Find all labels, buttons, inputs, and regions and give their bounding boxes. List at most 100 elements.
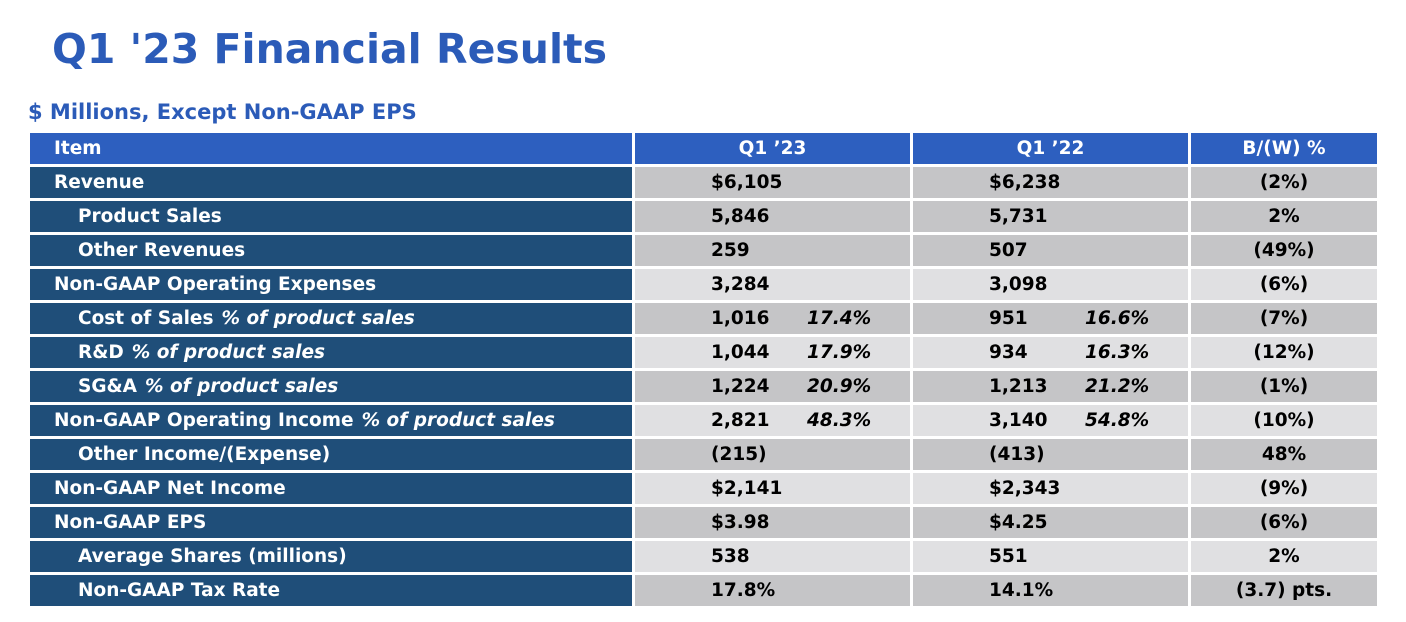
row-prior-quarter-cell: $4.25 [913,507,1188,538]
row-better-worse-value: (7%) [1191,303,1377,334]
row-item-text: R&D [78,342,124,363]
row-current-quarter-cell: $3.98 [635,507,910,538]
row-prior-quarter-cell: 951 16.6% [913,303,1188,334]
row-prior-quarter-cell: (413) [913,439,1188,470]
row-percent-note: % of product sales [131,342,326,363]
row-current-quarter-cell: (215) [635,439,910,470]
page-title: Q1 '23 Financial Results [52,25,608,73]
row-better-worse-value: 2% [1191,201,1377,232]
row-prior-quarter-value: 551 [989,546,1028,567]
row-better-worse-value: (3.7) pts. [1191,575,1377,606]
row-current-quarter-value: $3.98 [711,512,770,533]
row-current-quarter-cell: 1,016 17.4% [635,303,910,334]
row-current-quarter-value: $6,105 [711,172,783,193]
table-body: Revenue $6,105 $6,238 (2%) Product Sales 5,84… [30,164,1377,606]
row-item-text: Non-GAAP Operating Income [54,410,354,431]
row-prior-quarter-cell: 507 [913,235,1188,266]
row-percent-note: % of product sales [144,376,339,397]
row-item-text: Revenue [54,172,145,193]
row-prior-quarter-value: $2,343 [989,478,1061,499]
table-row: Non-GAAP EPS $3.98 $4.25 (6%) [30,504,1377,538]
row-current-quarter-cell: 17.8% [635,575,910,606]
row-item-label: Other Revenues [30,235,632,266]
table-row: Non-GAAP Net Income $2,141 $2,343 (9%) [30,470,1377,504]
row-prior-quarter-value: 507 [989,240,1028,261]
row-prior-quarter-value: 14.1% [989,580,1054,601]
row-item-label: Non-GAAP EPS [30,507,632,538]
row-item-text: Non-GAAP EPS [54,512,207,533]
row-prior-quarter-cell: $6,238 [913,167,1188,198]
row-current-quarter-value: 2,821 [711,410,770,431]
row-item-text: Non-GAAP Operating Expenses [54,274,377,295]
row-prior-quarter-cell: $2,343 [913,473,1188,504]
table-row: Non-GAAP Operating Income % of product sa… [30,402,1377,436]
row-prior-quarter-cell: 14.1% [913,575,1188,606]
row-current-quarter-cell: 3,284 [635,269,910,300]
row-prior-quarter-cell: 3,098 [913,269,1188,300]
row-current-quarter-value: $2,141 [711,478,783,499]
row-better-worse-value: 48% [1191,439,1377,470]
row-item-text: Other Income/(Expense) [78,444,331,465]
table-row: Non-GAAP Tax Rate 17.8% 14.1% (3.7) pts. [30,572,1377,606]
row-better-worse-value: (49%) [1191,235,1377,266]
row-better-worse-value: (6%) [1191,507,1377,538]
header-item: Item [30,133,632,164]
row-item-text: SG&A [78,376,137,397]
row-prior-quarter-value: 3,140 [989,410,1048,431]
row-item-text: Cost of Sales [78,308,214,329]
row-prior-quarter-ratio: 21.2% [1085,376,1150,397]
row-prior-quarter-cell: 1,213 21.2% [913,371,1188,402]
header-better-worse: B/(W) % [1191,133,1377,164]
row-current-quarter-ratio: 17.9% [807,342,872,363]
row-current-quarter-value: 259 [711,240,750,261]
row-prior-quarter-value: 1,213 [989,376,1048,397]
table-header-row: Item Q1 ’23 Q1 ’22 B/(W) % [30,130,1377,164]
header-prior-quarter: Q1 ’22 [913,133,1188,164]
row-current-quarter-value: 3,284 [711,274,770,295]
table-row: Other Income/(Expense) (215) (413) 48% [30,436,1377,470]
row-current-quarter-value: 538 [711,546,750,567]
row-item-label: Product Sales [30,201,632,232]
row-prior-quarter-value: $4.25 [989,512,1048,533]
row-percent-note: % of product sales [361,410,555,431]
row-better-worse-value: 2% [1191,541,1377,572]
row-prior-quarter-value: 934 [989,342,1028,363]
row-item-label: Non-GAAP Tax Rate [30,575,632,606]
page-subtitle: $ Millions, Except Non-GAAP EPS [28,100,417,124]
row-item-label: Non-GAAP Net Income [30,473,632,504]
table-row: Product Sales 5,846 5,731 2% [30,198,1377,232]
row-current-quarter-cell: 5,846 [635,201,910,232]
row-current-quarter-cell: 259 [635,235,910,266]
row-better-worse-value: (12%) [1191,337,1377,368]
row-prior-quarter-cell: 3,140 54.8% [913,405,1188,436]
row-prior-quarter-ratio: 16.3% [1085,342,1150,363]
financial-results-table: Item Q1 ’23 Q1 ’22 B/(W) % Revenue $6,105… [30,130,1377,606]
table-row: Revenue $6,105 $6,238 (2%) [30,164,1377,198]
row-prior-quarter-ratio: 16.6% [1085,308,1150,329]
row-better-worse-value: (2%) [1191,167,1377,198]
row-current-quarter-cell: 538 [635,541,910,572]
row-item-text: Average Shares (millions) [78,546,347,567]
row-current-quarter-cell: $2,141 [635,473,910,504]
row-current-quarter-ratio: 17.4% [807,308,872,329]
row-current-quarter-value: 17.8% [711,580,776,601]
table-row: Non-GAAP Operating Expenses 3,284 3,098 (6%… [30,266,1377,300]
row-item-label: Cost of Sales % of product sales [30,303,632,334]
row-current-quarter-value: 1,044 [711,342,770,363]
row-prior-quarter-ratio: 54.8% [1085,410,1150,431]
row-current-quarter-value: 1,224 [711,376,770,397]
row-better-worse-value: (10%) [1191,405,1377,436]
row-item-label: SG&A % of product sales [30,371,632,402]
table-row: Other Revenues 259 507 (49%) [30,232,1377,266]
row-current-quarter-ratio: 48.3% [807,410,872,431]
row-prior-quarter-value: 5,731 [989,206,1048,227]
row-prior-quarter-value: $6,238 [989,172,1061,193]
row-item-text: Other Revenues [78,240,246,261]
row-current-quarter-value: 1,016 [711,308,770,329]
row-current-quarter-cell: $6,105 [635,167,910,198]
row-current-quarter-cell: 1,044 17.9% [635,337,910,368]
row-item-label: Non-GAAP Operating Income % of product sa… [30,405,632,436]
table-row: SG&A % of product sales 1,224 20.9% 1,213 21.… [30,368,1377,402]
row-item-text: Non-GAAP Net Income [54,478,286,499]
row-better-worse-value: (9%) [1191,473,1377,504]
